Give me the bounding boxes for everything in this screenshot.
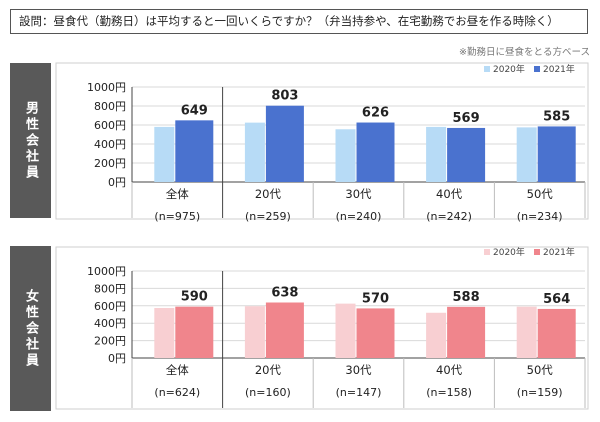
female-bar-2021 — [447, 306, 486, 358]
male-ytick-label: 600円 — [94, 119, 126, 132]
female-sample-size: (n=624) — [154, 386, 200, 399]
male-bar-2020 — [154, 126, 175, 182]
question-text: 設問：昼食代（勤務日）は平均すると一回いくらですか？（弁当持参や、在宅勤務でお昼… — [10, 9, 588, 34]
base-note: ※勤務日に昼食をとる方ベース — [459, 47, 590, 58]
female-bar-2020 — [335, 303, 356, 358]
female-ytick-label: 400円 — [94, 317, 126, 330]
male-ytick-label: 0円 — [108, 176, 126, 189]
female-legend-swatch — [484, 249, 490, 255]
female-bar-2021 — [356, 308, 395, 358]
female-ytick-label: 600円 — [94, 300, 126, 313]
female-data-label: 570 — [362, 291, 389, 306]
female-panel-label-box: 女性会社員 — [10, 246, 51, 411]
female-panel-label: 女性会社員 — [23, 288, 38, 369]
male-data-label: 649 — [181, 103, 208, 118]
male-sample-size: (n=259) — [245, 210, 291, 223]
male-legend-swatch — [484, 66, 490, 72]
female-ytick-label: 1000円 — [87, 265, 126, 278]
male-legend-label: 2020年 — [493, 63, 525, 75]
female-bar-2021 — [175, 306, 214, 358]
male-sample-size: (n=234) — [517, 210, 563, 223]
male-data-label: 803 — [271, 89, 298, 104]
male-data-label: 585 — [543, 109, 570, 124]
female-category-label: 50代 — [527, 363, 554, 377]
male-bar-2021 — [537, 126, 576, 182]
male-ytick-label: 1000円 — [87, 81, 126, 94]
male-ytick-label: 200円 — [94, 157, 126, 170]
female-legend-label: 2021年 — [543, 246, 575, 258]
female-category-label: 40代 — [436, 363, 463, 377]
female-panel-frame — [55, 246, 589, 410]
male-data-label: 626 — [362, 106, 389, 121]
male-bar-2020 — [244, 122, 265, 182]
male-sample-size: (n=240) — [336, 210, 382, 223]
male-category-label: 全体 — [166, 187, 189, 201]
male-ytick-label: 400円 — [94, 138, 126, 151]
male-bar-2020 — [426, 126, 447, 182]
female-bar-2021 — [265, 302, 304, 358]
male-category-label: 40代 — [436, 187, 463, 201]
male-category-label: 20代 — [255, 187, 282, 201]
female-sample-size: (n=147) — [336, 386, 382, 399]
male-ytick-label: 800円 — [94, 100, 126, 113]
male-category-label: 30代 — [345, 187, 372, 201]
female-bar-2021 — [537, 308, 576, 358]
male-bar-2021 — [175, 120, 214, 182]
male-sample-size: (n=242) — [426, 210, 472, 223]
female-ytick-label: 800円 — [94, 282, 126, 295]
female-category-label: 20代 — [255, 363, 282, 377]
male-bar-2020 — [335, 129, 356, 182]
male-panel-frame — [55, 62, 589, 220]
female-legend-label: 2020年 — [493, 246, 525, 258]
male-legend-label: 2021年 — [543, 63, 575, 75]
female-bar-2020 — [516, 306, 537, 358]
female-category-label: 全体 — [166, 363, 189, 377]
male-bar-2021 — [356, 122, 395, 182]
female-legend-swatch — [534, 249, 540, 255]
male-data-label: 569 — [453, 111, 480, 126]
female-ytick-label: 0円 — [108, 352, 126, 365]
male-sample-size: (n=975) — [154, 210, 200, 223]
male-bar-2021 — [265, 105, 304, 182]
female-sample-size: (n=160) — [245, 386, 291, 399]
male-bar-2020 — [516, 127, 537, 182]
male-category-label: 50代 — [527, 187, 554, 201]
female-bar-2020 — [154, 307, 175, 358]
male-panel-label-box: 男性会社員 — [10, 63, 51, 218]
male-bar-2021 — [447, 127, 486, 182]
female-sample-size: (n=158) — [426, 386, 472, 399]
female-data-label: 638 — [271, 285, 298, 300]
female-data-label: 588 — [453, 290, 480, 305]
male-legend-swatch — [534, 66, 540, 72]
female-sample-size: (n=159) — [517, 386, 563, 399]
female-ytick-label: 200円 — [94, 335, 126, 348]
female-bar-2020 — [244, 306, 265, 358]
male-panel-label: 男性会社員 — [23, 100, 38, 181]
female-data-label: 590 — [181, 290, 208, 305]
female-category-label: 30代 — [345, 363, 372, 377]
female-data-label: 564 — [543, 292, 570, 307]
female-bar-2020 — [426, 312, 447, 358]
